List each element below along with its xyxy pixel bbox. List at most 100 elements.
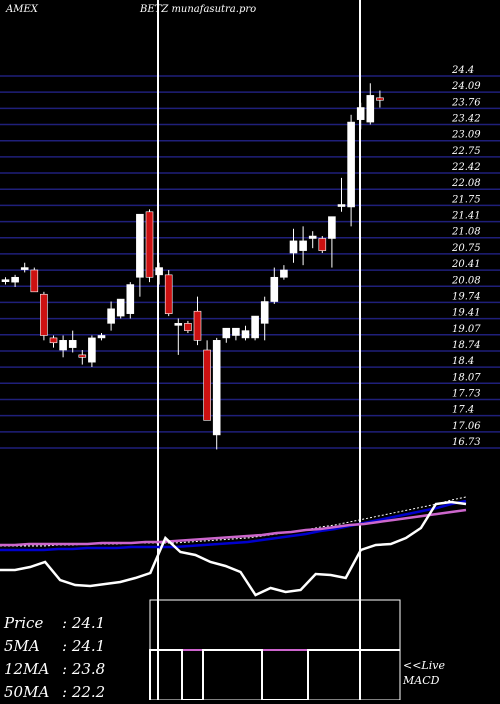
price-tick-label: 24.09 (451, 81, 481, 92)
candle-body-up (270, 276, 279, 302)
candle-body-up (251, 315, 259, 339)
candle-body-up (308, 235, 317, 239)
candle-body-up (126, 284, 135, 314)
candle (174, 318, 183, 355)
candle (107, 301, 115, 331)
stat-value: : 24.1 (62, 614, 106, 632)
candle-body-down (203, 349, 211, 421)
candle-body-up (136, 213, 144, 278)
candle-body-down (145, 211, 154, 278)
candle-body-up (212, 340, 221, 436)
candle (270, 267, 279, 304)
price-tick-label: 22.42 (451, 162, 481, 173)
candle-body-up (155, 267, 163, 276)
price-tick-label: 18.4 (452, 356, 474, 367)
candle (280, 265, 288, 280)
stat-value: : 22.2 (62, 683, 106, 701)
candle-body-up (116, 298, 125, 317)
stats-panel: Price : 24.1 5MA: 24.1 12MA : 23.8 50MA : 2… (4, 612, 105, 704)
stat-50ma: 50MA : 22.2 (4, 681, 105, 704)
candle (40, 291, 48, 341)
candle-body-up (20, 267, 29, 270)
candle (356, 102, 365, 130)
moving-average-indicator-panel (0, 496, 467, 597)
candle-body-up (337, 204, 346, 207)
candle (251, 315, 259, 341)
candle-body-up (356, 107, 365, 120)
price-tick-label: 17.73 (452, 388, 481, 399)
candle-body-up (88, 337, 96, 363)
macd-panel (149, 599, 401, 700)
candle-body-up (328, 216, 336, 239)
candle (318, 236, 327, 254)
candle (116, 298, 125, 319)
price-tick-label: 21.75 (451, 194, 481, 205)
candle-body-down (30, 269, 39, 293)
stat-label: Price (4, 614, 44, 632)
price-tick-label: 23.42 (451, 114, 481, 125)
candle (59, 335, 67, 358)
ma-fast-line (0, 499, 467, 552)
candle-body-up (11, 276, 19, 283)
macd-link-text: MACD (403, 674, 440, 687)
candle-body-up (366, 95, 375, 123)
candle (308, 231, 317, 249)
candle (136, 213, 144, 297)
price-tick-label: 21.41 (451, 211, 481, 222)
price-axis-labels: 24.4 24.09 23.76 23.42 23.09 22.75 22.42 22.08 2… (451, 65, 481, 448)
price-gridlines (0, 75, 500, 449)
candle (145, 209, 154, 283)
highlight-vertical-lines (157, 0, 361, 700)
price-tick-label: 16.73 (452, 437, 481, 448)
candle-body-down (78, 354, 87, 358)
stat-price: Price : 24.1 (4, 612, 105, 635)
candle (30, 267, 39, 293)
candle-body-down (376, 97, 384, 101)
price-tick-label: 17.06 (452, 421, 481, 432)
stat-label: 50MA (4, 683, 50, 701)
candle (203, 340, 211, 421)
exchange-label: AMEX (6, 4, 38, 15)
price-tick-label: 17.4 (452, 405, 474, 416)
candle (68, 330, 77, 353)
price-tick-label: 18.07 (452, 372, 481, 383)
candle-body-up (241, 330, 250, 339)
price-tick-label: 19.07 (452, 324, 481, 335)
stat-label: 12MA (4, 660, 50, 678)
candle-body-up (289, 240, 298, 254)
candle (155, 262, 163, 285)
candle-body-up (1, 279, 10, 283)
candle (20, 262, 29, 273)
candle (328, 216, 336, 268)
candle (78, 350, 87, 365)
live-link-text: <<Live (403, 659, 445, 672)
price-tick-label: 22.08 (451, 178, 481, 189)
price-tick-label: 21.08 (451, 227, 481, 238)
candle (347, 114, 355, 227)
signal-line (0, 500, 467, 597)
candle (184, 320, 192, 334)
candle-body-down (193, 310, 202, 341)
candle-body-up (232, 327, 240, 336)
candle (299, 226, 307, 266)
candle-body-down (184, 323, 192, 331)
candle (97, 333, 106, 341)
candle (88, 335, 96, 368)
stat-12ma: 12MA : 23.8 (4, 658, 105, 681)
candle-body-up (107, 308, 115, 324)
price-tick-label: 19.74 (452, 291, 481, 302)
candle (366, 83, 375, 125)
chart-title: BETZ munafasutra.pro (140, 4, 257, 15)
candle (376, 90, 384, 108)
candle-body-down (49, 337, 58, 344)
live-macd-link[interactable]: <<Live MACD (403, 658, 445, 688)
candle (11, 274, 19, 287)
price-tick-label: 20.08 (451, 275, 481, 286)
ma-dotted-line (0, 496, 467, 547)
stat-5ma: 5MA: 24.1 (4, 635, 105, 658)
stat-value: : 23.8 (62, 660, 106, 678)
candle-body-down (40, 293, 48, 336)
candle-body-up (280, 269, 288, 278)
price-tick-label: 20.75 (451, 243, 481, 254)
price-tick-label: 18.74 (452, 340, 481, 351)
